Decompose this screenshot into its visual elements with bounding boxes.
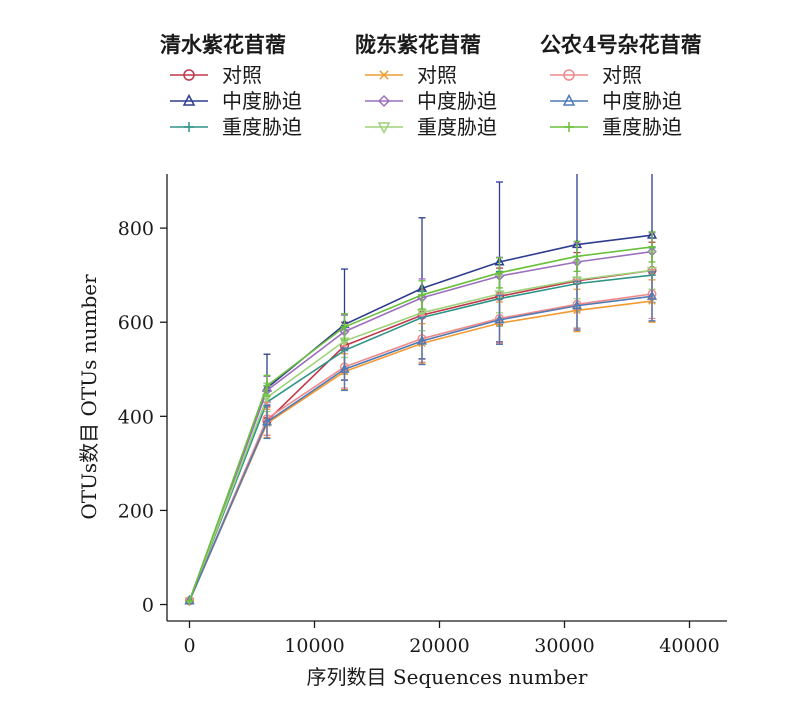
data-point <box>263 381 271 390</box>
legend-item: 对照 <box>170 63 262 87</box>
data-point <box>571 299 583 310</box>
legend-item: 中度胁迫 <box>550 89 682 113</box>
data-point <box>339 363 350 373</box>
y-tick-label: 800 <box>118 218 154 240</box>
data-point <box>261 416 273 426</box>
series-2 <box>184 174 658 605</box>
legend-item: 重度胁迫 <box>550 115 682 139</box>
legend-group-title: 清水紫花苜蓿 <box>160 32 286 57</box>
legend-label: 重度胁迫 <box>417 115 497 139</box>
data-point <box>646 290 658 300</box>
series-9 <box>185 231 656 605</box>
data-point <box>416 309 428 319</box>
legend-label: 中度胁迫 <box>417 89 497 113</box>
legend-item: 重度胁迫 <box>365 115 497 139</box>
error-bars <box>263 241 656 436</box>
data-point <box>573 252 581 261</box>
series-line <box>188 269 653 602</box>
x-tick-label: 30000 <box>534 635 594 657</box>
legend-marker <box>184 122 194 132</box>
legend-label: 中度胁迫 <box>602 89 682 113</box>
data-point <box>571 276 583 286</box>
data-point <box>494 290 505 300</box>
series-1 <box>184 241 657 606</box>
data-point <box>416 335 428 345</box>
error-bars <box>263 268 656 436</box>
data-point <box>185 596 194 605</box>
data-point <box>495 269 504 277</box>
legend: 清水紫花苜蓿对照中度胁迫重度胁迫陇东紫花苜蓿对照中度胁迫重度胁迫公农4号杂花苜蓿… <box>160 32 702 139</box>
data-point <box>494 313 505 324</box>
legend-label: 重度胁迫 <box>222 115 302 139</box>
y-tick-label: 400 <box>118 406 154 428</box>
legend-marker <box>377 94 391 108</box>
x-tick-label: 20000 <box>409 635 469 657</box>
data-point <box>418 291 426 299</box>
legend-label: 对照 <box>602 63 642 87</box>
x-tick-label: 0 <box>183 635 195 657</box>
legend-item: 中度胁迫 <box>365 89 497 113</box>
y-axis-ticks: 0 200 400 600 800 <box>118 218 167 617</box>
x-axis-title: 序列数目 Sequences number <box>307 665 588 689</box>
legend-marker <box>562 93 576 106</box>
plot-area: 0 200 400 600 800 0 10000 20000 30000 40000 <box>118 174 727 657</box>
x-tick-label: 10000 <box>284 635 344 657</box>
series-7 <box>184 268 657 606</box>
legend-group-title: 公农4号杂花苜蓿 <box>540 32 702 57</box>
legend-item: 对照 <box>550 63 642 87</box>
y-axis-title: OTUs数目 OTUs number <box>77 274 101 520</box>
series-layer <box>184 174 658 607</box>
legend-marker <box>563 69 575 81</box>
legend-label: 重度胁迫 <box>602 115 682 139</box>
legend-label: 中度胁迫 <box>222 89 302 113</box>
x-axis-ticks: 0 10000 20000 30000 40000 <box>183 621 720 657</box>
legend-item: 对照 <box>365 63 457 87</box>
y-tick-label: 600 <box>118 312 154 334</box>
y-tick-label: 0 <box>142 595 154 617</box>
data-point <box>340 323 349 331</box>
error-bars <box>263 231 656 397</box>
series-8 <box>184 271 658 605</box>
error-bars <box>263 247 656 422</box>
error-bars <box>263 271 656 440</box>
legend-marker <box>564 122 574 132</box>
series-line <box>188 269 653 602</box>
legend-marker <box>182 93 196 106</box>
series-line <box>188 295 653 602</box>
x-tick-label: 40000 <box>659 635 719 657</box>
data-point <box>648 243 656 251</box>
legend-label: 对照 <box>417 63 457 87</box>
y-tick-label: 200 <box>118 500 154 522</box>
data-point <box>646 266 658 277</box>
legend-marker <box>377 122 391 135</box>
legend-marker <box>183 69 195 81</box>
legend-marker <box>379 70 389 80</box>
legend-item: 重度胁迫 <box>170 115 302 139</box>
legend-group-title: 陇东紫花苜蓿 <box>355 32 481 57</box>
legend-item: 中度胁迫 <box>170 89 302 113</box>
legend-label: 对照 <box>222 63 262 87</box>
series-line <box>188 300 653 602</box>
